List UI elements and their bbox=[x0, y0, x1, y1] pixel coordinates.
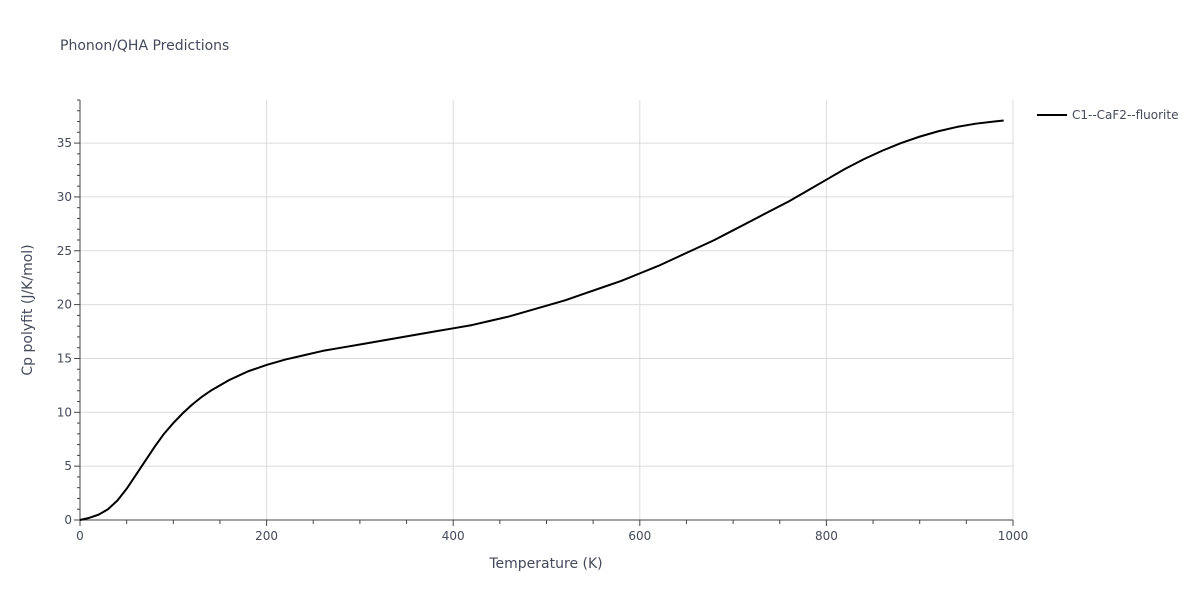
gridlines bbox=[80, 100, 1014, 520]
x-axis-title: Temperature (K) bbox=[488, 556, 602, 572]
legend-label: C1--CaF2--fluorite bbox=[1072, 108, 1178, 122]
x-tick-label: 1000 bbox=[998, 529, 1029, 543]
y-tick-label: 0 bbox=[64, 513, 72, 527]
plot-area[interactable] bbox=[79, 119, 1004, 521]
x-tick-label: 600 bbox=[628, 529, 651, 543]
y-tick-label: 5 bbox=[64, 459, 72, 473]
y-tick-label: 10 bbox=[57, 405, 72, 419]
y-axis-title: Cp polyfit (J/K/mol) bbox=[20, 244, 36, 375]
legend[interactable]: C1--CaF2--fluorite bbox=[1037, 108, 1178, 122]
x-tick-label: 400 bbox=[442, 529, 465, 543]
y-tick-label: 30 bbox=[57, 190, 72, 204]
tick-labels: 0 200 400 600 800 1000 0 5 10 15 20 25 30 35 bbox=[57, 136, 1029, 543]
x-tick-label: 0 bbox=[76, 529, 84, 543]
axes bbox=[74, 99, 1014, 526]
y-tick-label: 15 bbox=[57, 351, 72, 365]
y-tick-label: 20 bbox=[57, 298, 72, 312]
x-tick-label: 800 bbox=[815, 529, 838, 543]
x-tick-label: 200 bbox=[255, 529, 278, 543]
y-tick-label: 35 bbox=[57, 136, 72, 150]
series-line[interactable] bbox=[79, 119, 1004, 521]
y-tick-label: 25 bbox=[57, 244, 72, 258]
chart-title: Phonon/QHA Predictions bbox=[60, 38, 229, 54]
